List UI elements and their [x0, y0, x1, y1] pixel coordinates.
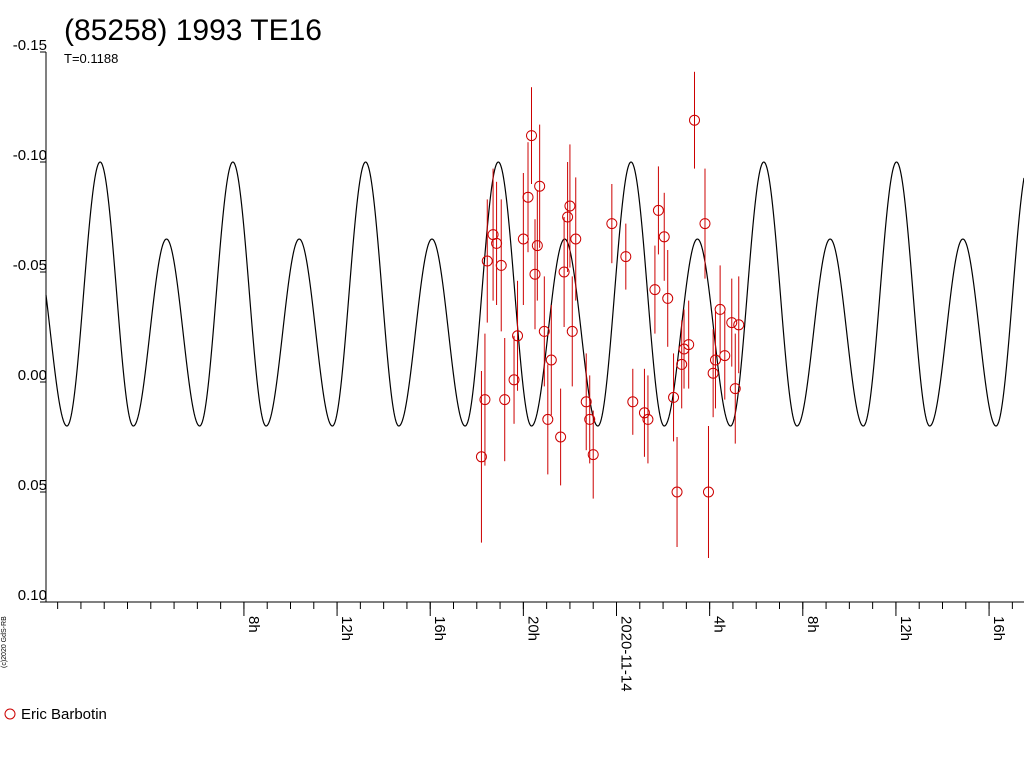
data-point	[606, 218, 618, 230]
y-tick-label: -0.05	[13, 257, 47, 274]
data-point	[689, 114, 701, 126]
data-point	[479, 394, 491, 406]
data-point	[587, 449, 599, 461]
y-tick-label: -0.15	[13, 37, 47, 54]
x-tick-label: 12h	[338, 616, 355, 641]
data-point	[627, 396, 639, 408]
x-tick-label: 8h	[245, 616, 262, 633]
data-point	[726, 317, 738, 329]
data-point	[652, 204, 664, 216]
y-tick-label: 0.00	[18, 367, 47, 384]
legend-label: Eric Barbotin	[21, 706, 107, 723]
data-point	[495, 259, 507, 271]
data-point	[529, 268, 541, 280]
data-point	[564, 200, 576, 212]
data-point	[620, 251, 632, 263]
data-point	[671, 486, 683, 498]
data-point	[662, 292, 674, 304]
data-point	[719, 350, 731, 362]
data-point	[475, 451, 487, 463]
model-curve-line	[45, 161, 1024, 427]
y-tick-label: 0.10	[18, 587, 47, 604]
data-point	[733, 319, 745, 331]
x-tick-label: 8h	[804, 616, 821, 633]
legend-marker	[4, 708, 16, 720]
data-point	[508, 374, 520, 386]
x-tick-label: 20h	[524, 616, 541, 641]
y-tick-label: 0.05	[18, 477, 47, 494]
data-point	[658, 231, 670, 243]
data-point	[531, 240, 543, 252]
data-point	[499, 394, 511, 406]
legend: Eric Barbotin	[4, 706, 107, 723]
data-point	[534, 180, 546, 192]
data-points	[475, 71, 745, 558]
data-point	[702, 486, 714, 498]
x-tick-label: 4h	[711, 616, 728, 633]
x-tick-label: 2020-11-14	[618, 616, 635, 692]
data-point	[526, 130, 538, 142]
data-point	[683, 339, 695, 351]
x-tick-label: 12h	[897, 616, 914, 641]
data-point	[707, 367, 719, 379]
data-point	[584, 413, 596, 425]
data-point	[570, 233, 582, 245]
data-point	[522, 191, 534, 203]
data-point	[542, 413, 554, 425]
x-tick-label: 16h	[431, 616, 448, 641]
data-point	[642, 413, 654, 425]
model-curve	[45, 161, 1024, 427]
chart-title: (85258) 1993 TE16	[64, 14, 322, 47]
data-point	[545, 354, 557, 366]
data-point	[481, 255, 493, 267]
y-tick-label: -0.10	[13, 147, 47, 164]
data-point	[729, 383, 741, 395]
data-point	[676, 358, 688, 370]
data-point	[638, 407, 650, 419]
credit-text: (c)2020 GdS-RB	[1, 616, 8, 668]
data-point	[555, 431, 567, 443]
data-point	[538, 325, 550, 337]
data-point	[709, 354, 721, 366]
data-point	[512, 330, 524, 342]
chart-subtitle: T=0.1188	[64, 51, 118, 66]
data-point	[649, 284, 661, 296]
x-tick-label: 16h	[990, 616, 1007, 641]
data-point	[558, 266, 570, 278]
axes: -0.15 -0.10 -0.05 0.00 0.05 0.10 8h 12h 16h 20h 20…	[13, 37, 1024, 692]
data-point	[566, 325, 578, 337]
data-point	[668, 391, 680, 403]
data-point	[562, 211, 574, 223]
data-point	[699, 218, 711, 230]
data-point	[580, 396, 592, 408]
data-point	[714, 303, 726, 315]
